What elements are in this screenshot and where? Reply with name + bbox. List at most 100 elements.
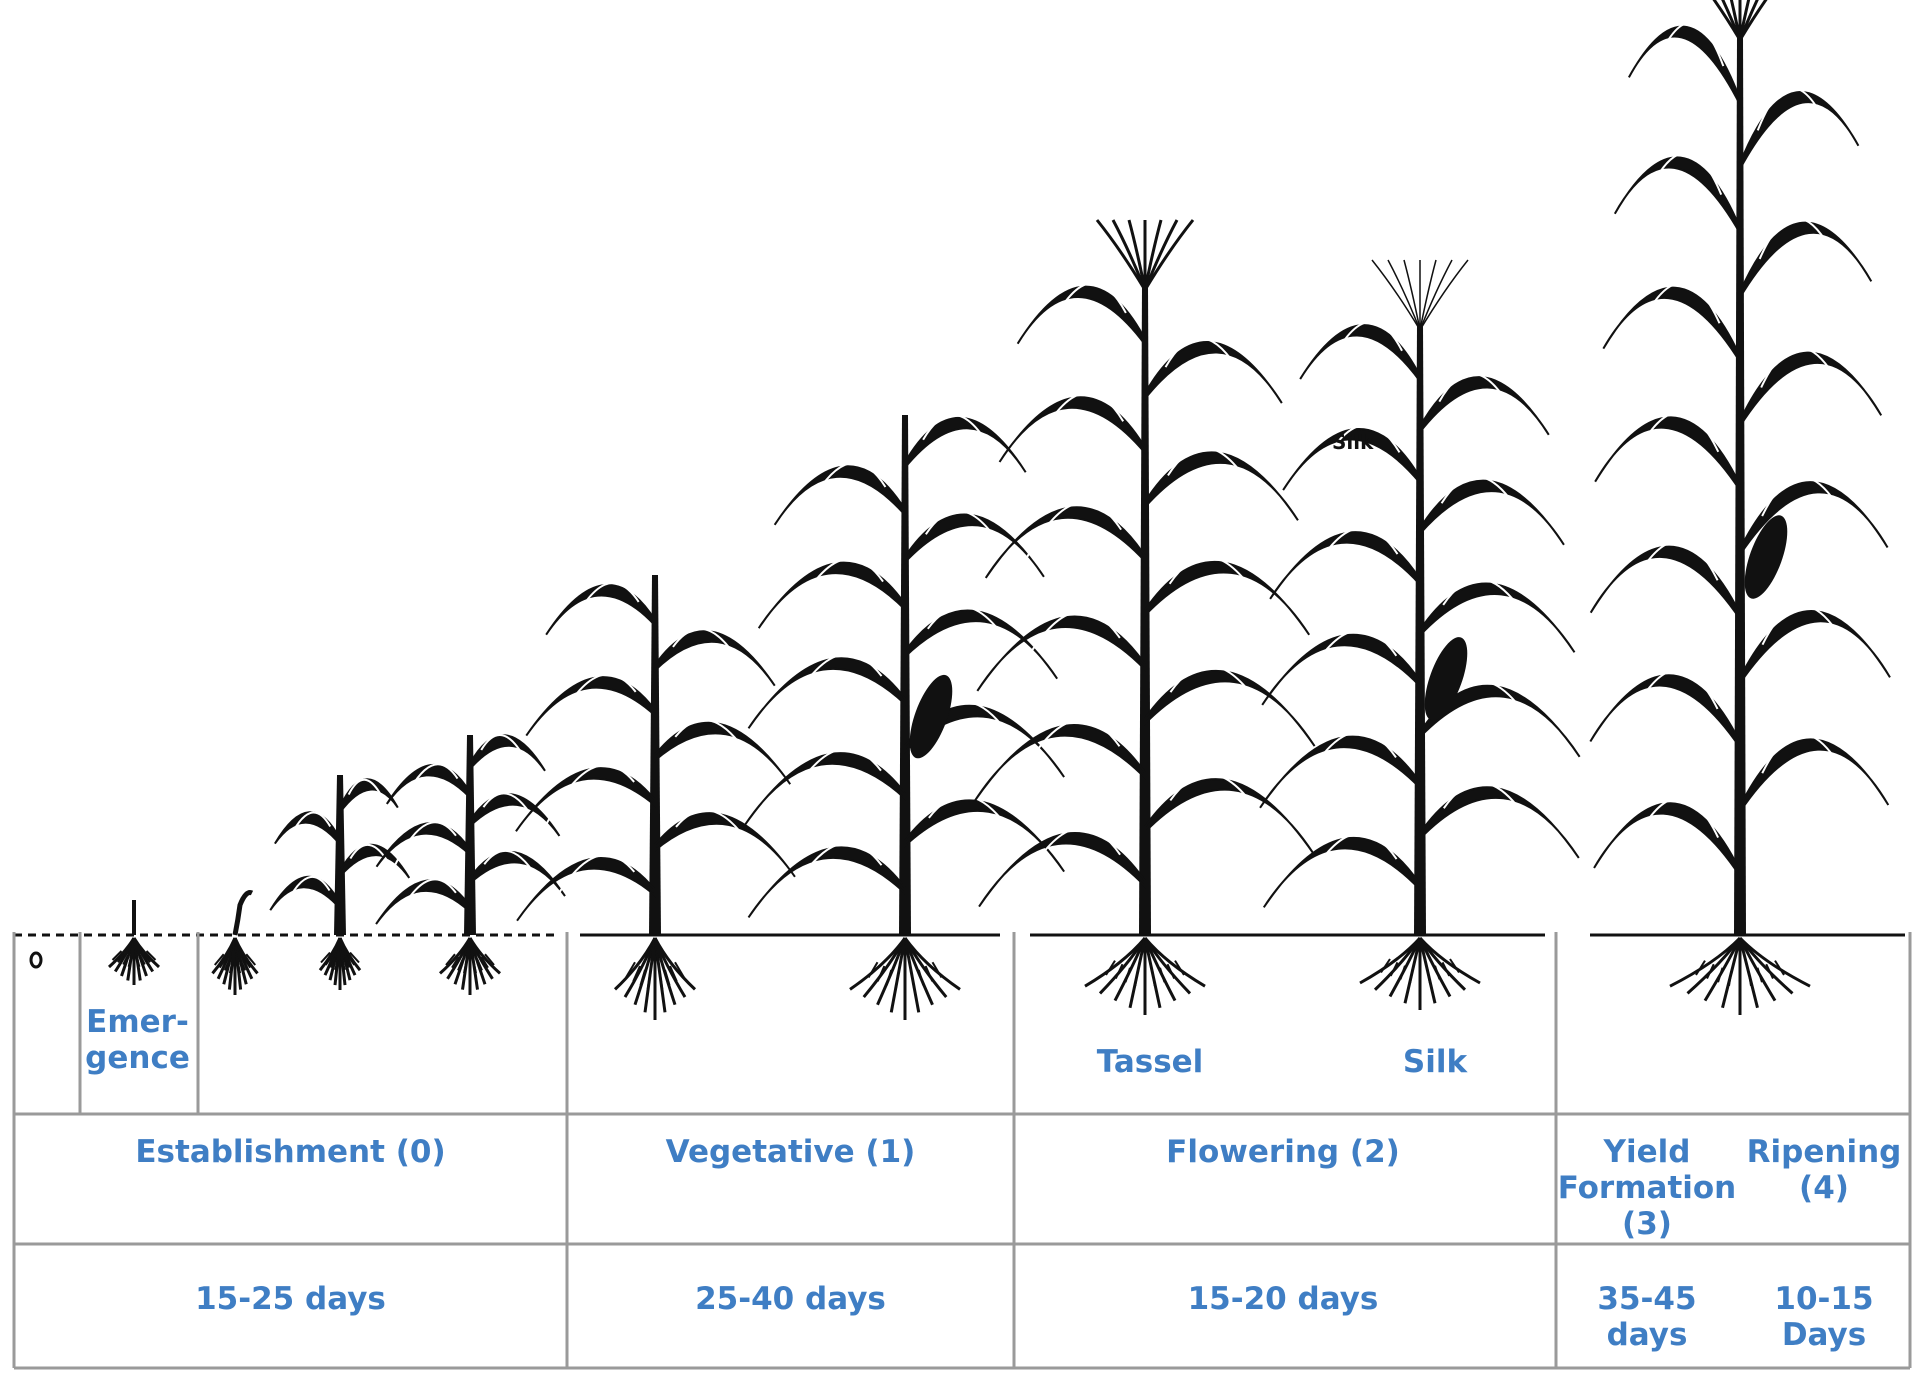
leaf-vein [283, 875, 331, 909]
stage-name-establishment: Establishment (0) [135, 1134, 446, 1170]
leaf-vein [1756, 86, 1836, 145]
leaf-vein [1027, 392, 1125, 461]
leaf-vein [393, 878, 457, 923]
leaf [974, 724, 1146, 802]
leaf [984, 506, 1146, 579]
leaf [1282, 427, 1421, 491]
leaf [516, 857, 656, 922]
leaf [744, 752, 906, 826]
root [664, 969, 671, 986]
leaf [1144, 778, 1315, 855]
stage-name-flowering: Flowering (2) [1166, 1134, 1400, 1170]
leaf-vein [799, 461, 887, 524]
leaf [1144, 451, 1299, 521]
root [122, 955, 129, 965]
root [885, 969, 893, 986]
leaf [1299, 324, 1421, 385]
leaf-vein [1309, 424, 1401, 489]
root [451, 956, 460, 969]
leaf-vein [778, 842, 883, 916]
leaf-vein [480, 734, 531, 770]
leaf-vein [1291, 730, 1397, 807]
tassel-branch [1419, 259, 1453, 331]
leaf-vein [928, 795, 1034, 871]
leaf-vein [551, 673, 637, 735]
root [239, 959, 247, 971]
leaf-vein [1164, 337, 1256, 402]
seed-stage [29, 951, 43, 969]
coleoptile-seedling [211, 890, 259, 995]
root [472, 962, 477, 974]
ear [1744, 515, 1788, 599]
root [1114, 963, 1124, 980]
leaf-vein [1169, 664, 1282, 745]
root [632, 965, 641, 982]
leaf [469, 734, 546, 772]
leaf-vein [402, 763, 459, 803]
stage-name-vegetative: Vegetative (1) [665, 1134, 916, 1170]
root [1449, 958, 1460, 974]
leaf [1269, 531, 1421, 600]
root [1151, 971, 1156, 986]
leaf-vein [1629, 281, 1721, 347]
vegetative-plant-2 [744, 413, 1065, 1020]
leaf [978, 831, 1146, 908]
leaf-vein [1761, 732, 1860, 804]
leaf [1259, 735, 1421, 809]
leaf-vein [1440, 475, 1537, 544]
leaf [1016, 285, 1146, 348]
leaf [1602, 286, 1741, 366]
root [320, 951, 331, 964]
leaf-vein [1623, 411, 1720, 481]
leaf [1261, 633, 1421, 706]
leaf [515, 767, 656, 832]
silk-label: Silk [1402, 1044, 1468, 1080]
silk-plant [1259, 259, 1581, 1010]
root [127, 957, 132, 967]
leaf-vein [1761, 604, 1861, 676]
tassel-branch [1143, 219, 1195, 291]
leaf-vein [927, 605, 1028, 678]
root [1105, 960, 1116, 976]
root [1174, 960, 1185, 976]
stage-name-yield-formation: Yield Formation (3) [1557, 1134, 1737, 1242]
leaf [1739, 351, 1883, 430]
stalk [899, 415, 911, 935]
leaf [1739, 738, 1890, 816]
root [625, 961, 636, 979]
root [463, 962, 468, 974]
leaf-vein [778, 653, 883, 727]
root [1380, 958, 1391, 974]
stage-name-ripening: Ripening (4) [1746, 1134, 1902, 1206]
leaf [998, 396, 1146, 463]
root [476, 959, 483, 971]
root [132, 937, 160, 969]
leaf-vein [394, 821, 457, 866]
root [329, 957, 336, 968]
leaf-vein [1761, 475, 1859, 546]
leaf-vein [1650, 21, 1725, 76]
leaf [1419, 376, 1550, 436]
root [324, 954, 334, 966]
leaf [1144, 341, 1283, 404]
leaf [339, 778, 399, 816]
tassel-branch [1111, 219, 1147, 291]
leaf [1144, 560, 1311, 636]
leaf-vein [1008, 718, 1121, 799]
leaf-vein [675, 809, 768, 876]
root [233, 937, 259, 975]
leaf [904, 513, 1045, 578]
leaf-vein [1299, 526, 1399, 598]
leaf-vein [542, 764, 635, 830]
root [894, 973, 900, 990]
root [903, 937, 961, 991]
leaf [654, 630, 776, 687]
tassel-branch [1371, 259, 1421, 331]
root [484, 953, 495, 966]
leaf [1739, 609, 1891, 687]
tassel-branch [1387, 259, 1421, 331]
root [924, 965, 934, 982]
leaf [1589, 674, 1741, 751]
leaf-vein [672, 627, 752, 685]
root [218, 956, 228, 969]
